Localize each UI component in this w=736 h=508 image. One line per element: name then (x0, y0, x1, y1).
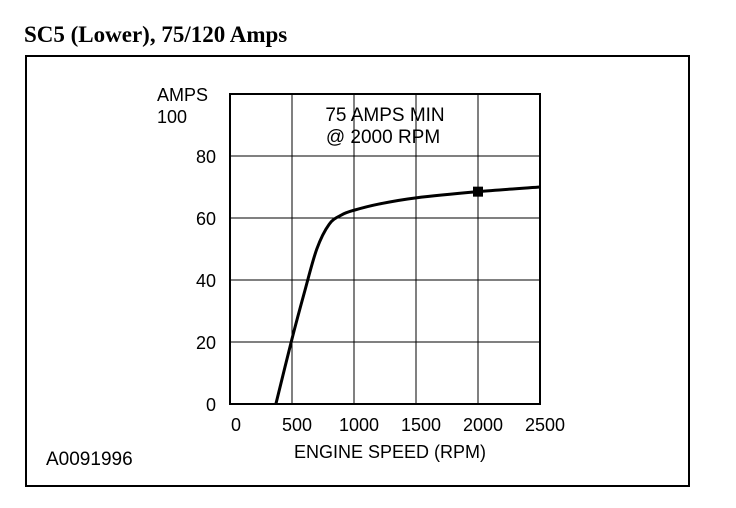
x-tick-label: 2000 (463, 415, 503, 435)
data-marker (473, 186, 483, 197)
x-tick-label: 0 (231, 415, 241, 435)
annotation-line-1: 75 AMPS MIN (325, 105, 444, 126)
chart-title: SC5 (Lower), 75/120 Amps (24, 22, 288, 47)
y-tick-label: 60 (196, 209, 216, 229)
chart-frame (25, 55, 690, 487)
y-tick-label: 80 (196, 147, 216, 167)
plot-area (229, 93, 541, 405)
x-axis-label: ENGINE SPEED (RPM) (294, 442, 486, 462)
x-tick-label: 1000 (339, 415, 379, 435)
grid (230, 94, 540, 404)
y-tick-label: 40 (196, 271, 216, 291)
tick-labels: 0 500 1000 1500 2000 2500 0 20 40 60 80 100 (157, 107, 565, 435)
y-axis-label: AMPS (157, 85, 208, 105)
series-line (274, 185, 541, 405)
y-tick-label: 100 (157, 107, 187, 127)
x-tick-label: 2500 (525, 415, 565, 435)
y-tick-label: 0 (206, 395, 216, 415)
x-tick-label: 500 (282, 415, 312, 435)
y-tick-label: 20 (196, 333, 216, 353)
figure-id: A0091996 (46, 449, 133, 470)
annotation-line-2: @ 2000 RPM (326, 127, 440, 148)
x-tick-label: 1500 (401, 415, 441, 435)
